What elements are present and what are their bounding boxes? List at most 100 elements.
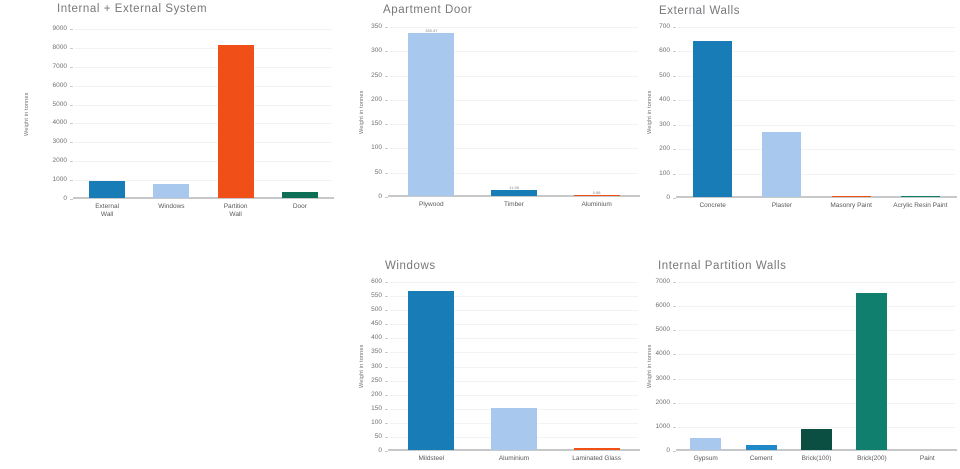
y-tick-mark [385,51,388,53]
bar [89,181,126,198]
bar [281,191,318,198]
y-tick-mark [385,172,388,174]
x-axis-line [73,197,334,199]
y-tick-mark [673,306,676,308]
gridline [678,306,955,308]
y-tick-label: 0 [666,447,670,454]
gridline [75,47,332,49]
gridline [390,380,638,382]
chart-title: Windows [385,260,436,272]
y-tick-label: 300 [371,362,382,370]
y-tick-label: 200 [371,95,382,103]
x-tick-label: External Wall [95,203,120,218]
gridline [678,378,955,380]
x-axis-line [388,195,640,197]
y-tick-mark [70,47,73,49]
plot-area: 0 1000 2000 3000 4000 5000 6000 7000 8000 9000 Ext… [53,25,334,218]
y-tick-mark [70,199,73,200]
y-tick-mark [385,148,388,150]
y-tick-mark [385,366,388,368]
y-tick-mark [385,197,388,198]
x-tick-label: Masonry Paint [830,202,872,209]
gridline [678,75,955,77]
bar [573,447,620,450]
gridline [390,99,638,101]
y-tick-label: 500 [659,71,670,79]
bar [831,195,871,197]
bar [153,184,190,198]
gridline [678,330,955,332]
y-tick-mark [385,408,388,410]
gridline [75,85,332,87]
x-tick-label: Paint [919,455,935,462]
gridline [678,173,955,175]
y-tick-label: 350 [371,23,382,30]
y-tick-label: 3000 [655,374,670,382]
y-tick-mark [673,426,676,428]
y-tick-mark [385,338,388,340]
gridline [390,148,638,150]
bar-value-label: 11.98 [509,185,519,191]
y-tick-mark [673,402,676,404]
y-tick-mark [70,180,73,182]
bar [491,407,537,450]
y-tick-label: 7000 [655,278,670,285]
y-tick-label: 700 [659,23,670,30]
bar-value-label: 335.47 [425,28,438,34]
y-tick-label: 8000 [52,43,67,51]
y-tick-label: 400 [659,96,670,104]
bar [217,45,254,198]
y-tick-label: 500 [371,306,382,314]
chart-title: External Walls [659,5,741,17]
y-tick-label: 5000 [655,326,670,334]
y-tick-mark [673,75,676,77]
gridline [390,296,638,298]
gridline [75,161,332,163]
y-tick-mark [385,324,388,326]
gridline [75,66,332,68]
x-tick-label: Aluminium [498,455,530,462]
y-tick-mark [385,27,388,28]
bar-value-label: 0.88 [592,190,601,195]
y-tick-label: 1000 [655,422,670,430]
x-tick-label: Timber [503,201,524,208]
bar [573,195,620,196]
gridline [390,394,638,396]
x-tick-label: Plywood [419,201,444,208]
gridline [390,324,638,326]
x-tick-label: Acrylic Resin Paint [893,202,948,209]
bar [745,445,777,450]
gridline [678,51,955,53]
y-tick-label: 150 [371,120,382,128]
gridline [390,172,638,174]
y-tick-label: 5000 [52,100,67,108]
chart-apartment-door: Apartment Door Weight in tonnes 0 50 100 15… [355,0,650,232]
x-tick-label: Gypsum [693,455,718,462]
y-tick-mark [385,99,388,101]
y-tick-mark [673,198,676,199]
y-tick-label: 450 [371,320,382,328]
gridline [390,75,638,77]
y-tick-label: 100 [371,418,382,426]
y-tick-label: 6000 [655,302,670,310]
y-tick-mark [70,85,73,87]
y-tick-label: 200 [659,145,670,153]
y-tick-label: 600 [659,47,670,55]
y-tick-mark [70,104,73,106]
y-tick-label: 7000 [52,62,67,70]
x-tick-label: Laminated Glass [572,455,622,462]
gridline [75,142,332,144]
gridline [390,282,638,283]
chart-internal-external-system: Internal + External System Weight in ton… [20,0,334,232]
gridline [390,352,638,354]
y-tick-label: 6000 [52,81,67,89]
bar [900,196,940,197]
gridline [678,402,955,404]
y-tick-label: 4000 [52,119,67,127]
y-tick-label: 400 [371,334,382,342]
x-tick-label: Door [292,203,307,210]
x-tick-label: Partition Wall [223,203,248,218]
chart-title: Internal Partition Walls [658,260,787,272]
x-axis-line [676,449,957,451]
